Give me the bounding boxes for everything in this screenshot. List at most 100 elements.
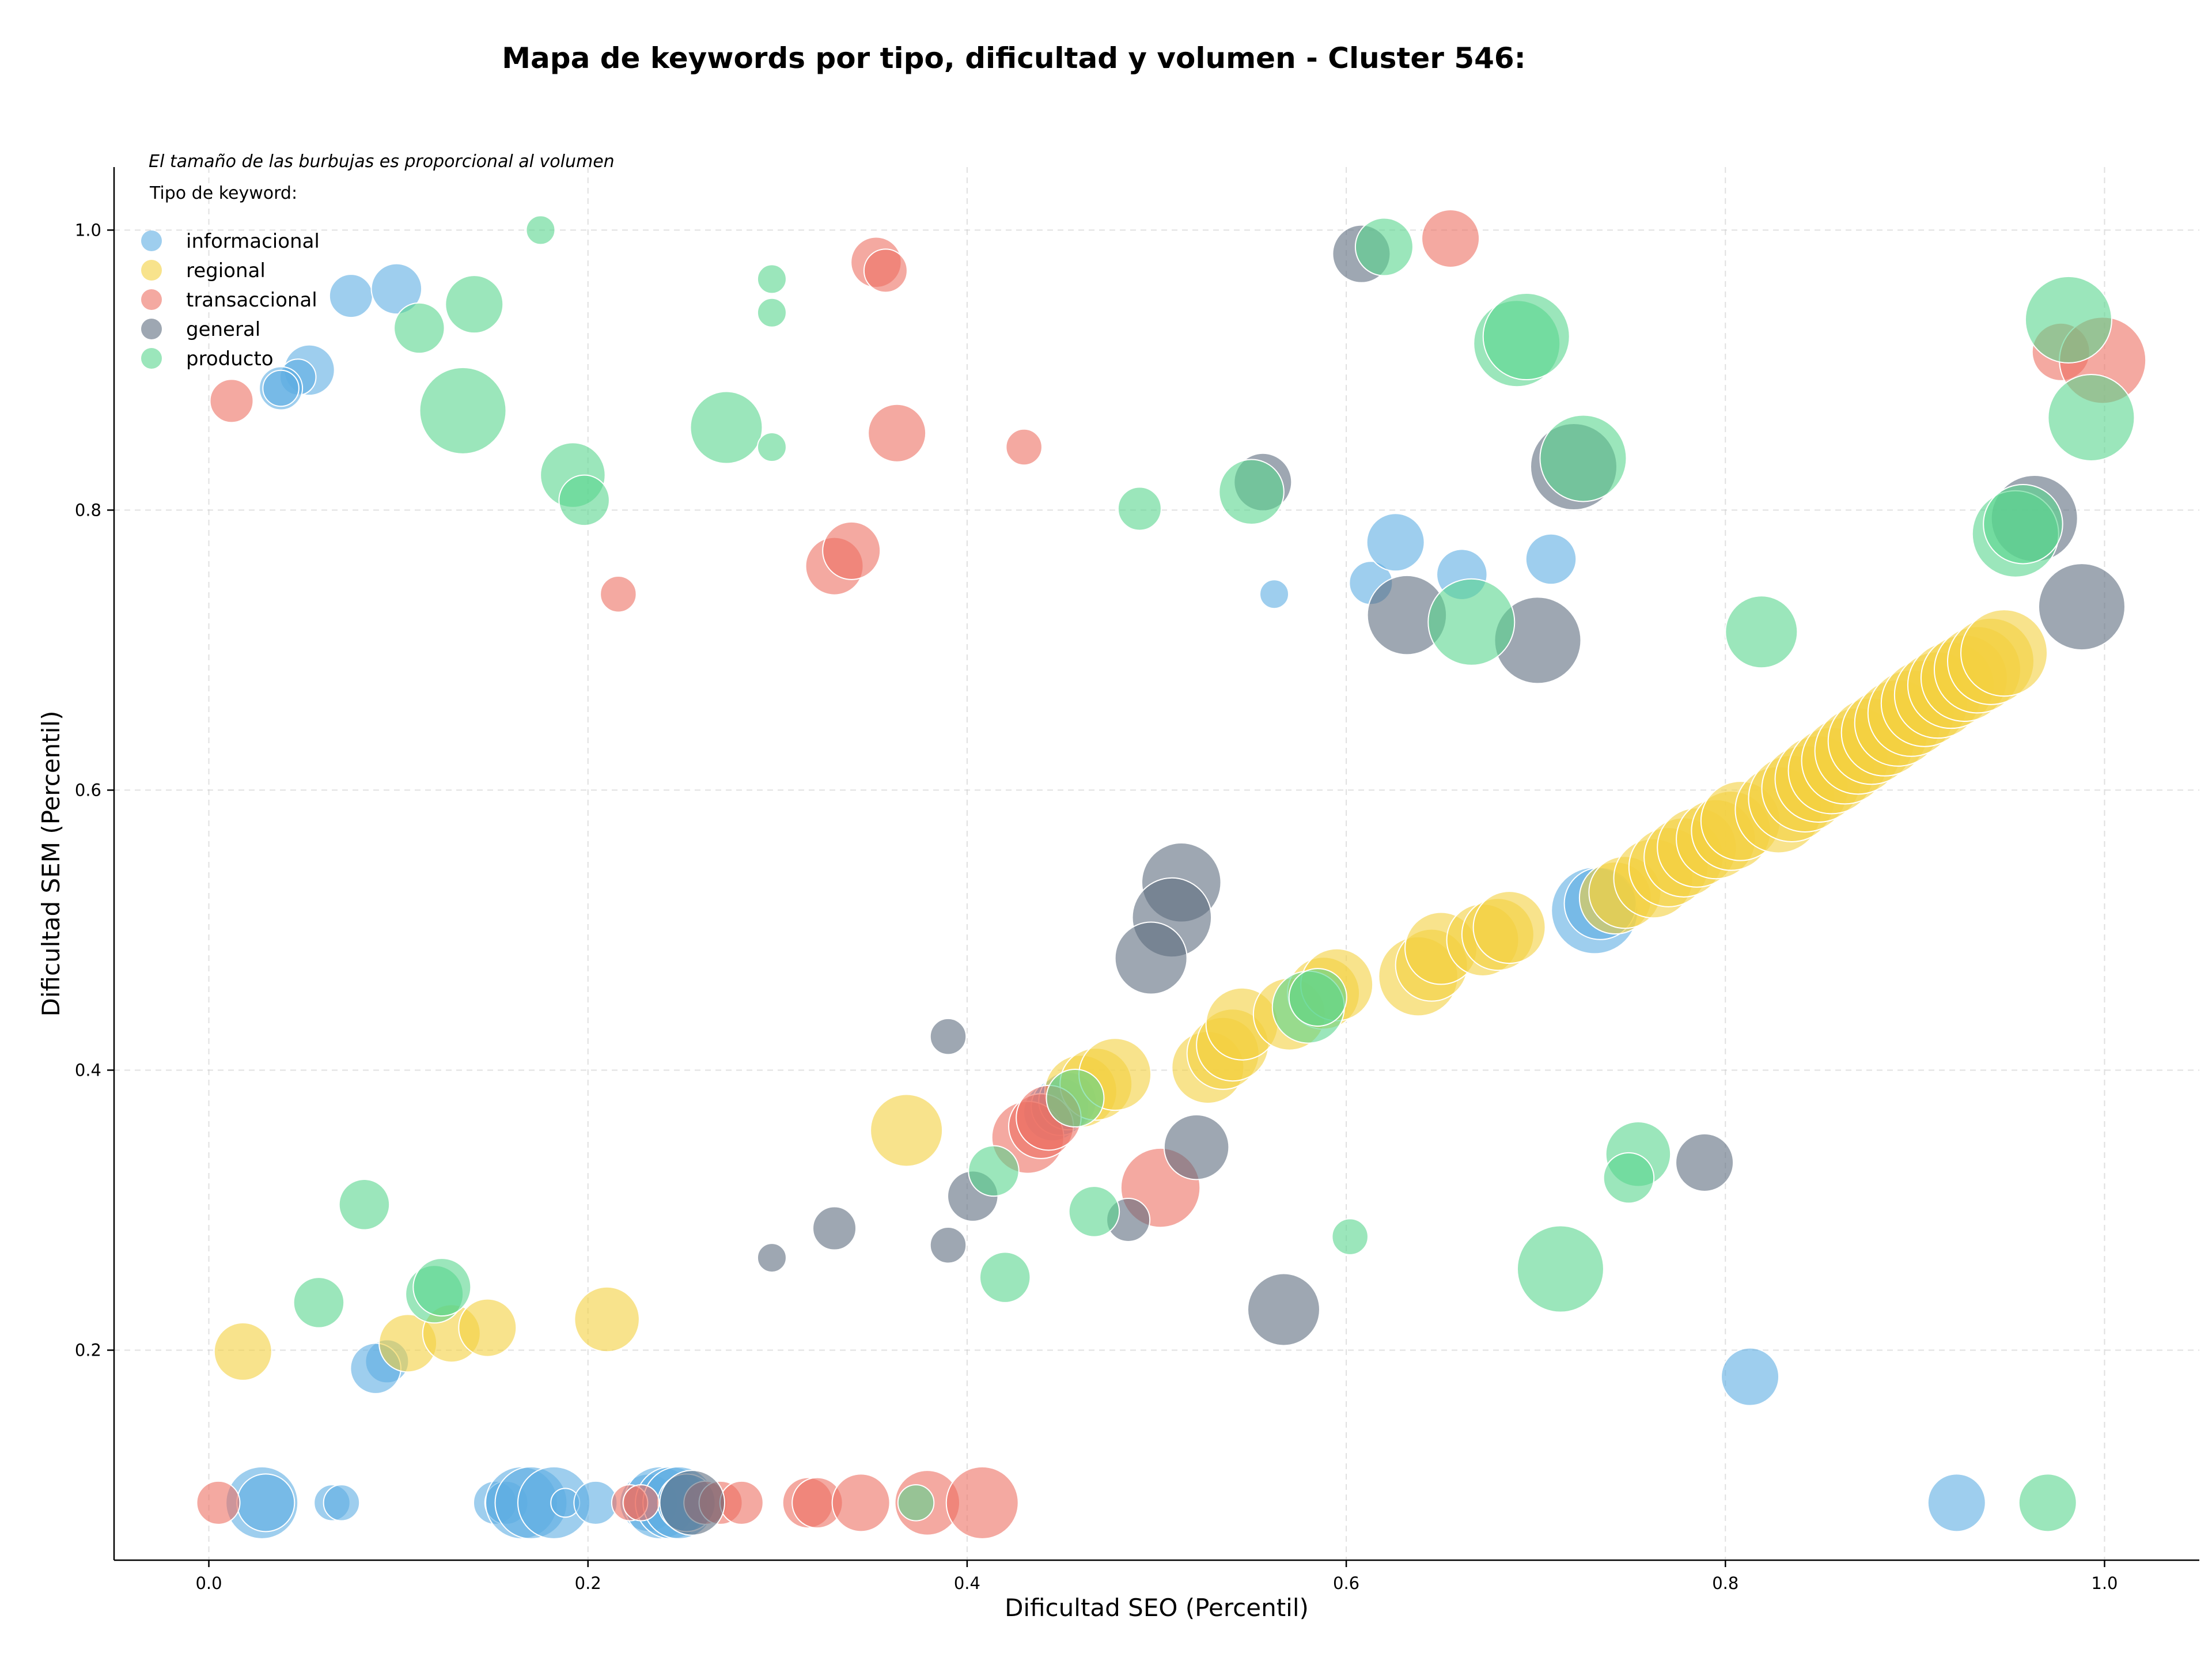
y-tick-label-1: 0.4 <box>75 1060 101 1080</box>
producto-bubble-3 <box>419 366 507 455</box>
y-tick-label-4: 1.0 <box>75 220 101 240</box>
legend-label-informacional: informacional <box>186 230 320 253</box>
legend-marker-transaccional <box>141 289 162 310</box>
producto-bubble-36 <box>897 1484 935 1522</box>
transaccional-bubble-25 <box>945 1466 1019 1539</box>
legend-marker-producto <box>141 348 162 369</box>
producto-bubble-11 <box>1218 459 1285 525</box>
producto-bubble-28 <box>1331 1218 1369 1255</box>
producto-bubble-17 <box>1725 595 1798 669</box>
general-bubble-18 <box>1675 1133 1734 1192</box>
legend-label-transaccional: transaccional <box>186 289 317 312</box>
producto-bubble-29 <box>1516 1225 1604 1313</box>
y-tick-label-3: 0.8 <box>75 500 101 520</box>
x-tick-label-3: 0.6 <box>1333 1573 1359 1593</box>
informacional-bubble-31 <box>1721 1347 1780 1406</box>
producto-bubble-25 <box>968 1145 1020 1197</box>
transaccional-bubble-8 <box>1421 209 1480 268</box>
producto-bubble-21 <box>2047 373 2135 461</box>
legend-title: Tipo de keyword: <box>149 183 297 203</box>
y-tick-label-0: 0.2 <box>75 1340 101 1360</box>
x-tick-label-2: 0.4 <box>954 1573 980 1593</box>
x-tick-label-4: 0.8 <box>1712 1573 1738 1593</box>
informacional-bubble-26 <box>1366 513 1425 572</box>
transaccional-bubble-1 <box>600 575 637 613</box>
x-tick-label-1: 0.2 <box>575 1573 601 1593</box>
regional-bubble-5 <box>870 1094 944 1167</box>
general-bubble-15 <box>929 1226 967 1264</box>
regional-bubble-21 <box>1472 891 1546 964</box>
transaccional-bubble-7 <box>1005 428 1043 466</box>
general-bubble-14 <box>756 1243 787 1273</box>
general-bubble-9 <box>1114 921 1188 995</box>
informacional-bubble-24 <box>1259 579 1290 610</box>
legend-marker-general <box>141 319 162 339</box>
producto-bubble-26 <box>979 1251 1031 1303</box>
general-bubble-10 <box>929 1017 967 1055</box>
producto-bubble-9 <box>756 432 787 463</box>
producto-bubble-10 <box>1117 486 1162 531</box>
producto-bubble-27 <box>1068 1186 1120 1238</box>
producto-bubble-0 <box>525 215 556 245</box>
producto-bubble-1 <box>445 275 504 334</box>
chart-title: Mapa de keywords por tipo, dificultad y … <box>502 41 1525 75</box>
producto-bubble-16 <box>1427 578 1516 666</box>
producto-bubble-33 <box>293 1277 345 1329</box>
producto-bubble-2 <box>393 302 445 354</box>
informacional-bubble-11 <box>323 1484 361 1522</box>
informacional-bubble-28 <box>1525 533 1577 585</box>
producto-bubble-5 <box>558 474 610 527</box>
legend-label-regional: regional <box>186 259 266 282</box>
bubble-size-note: El tamaño de las burbujas es proporciona… <box>149 152 615 172</box>
transaccional-bubble-0 <box>209 379 254 423</box>
axes <box>113 167 2199 1561</box>
general-bubble-19 <box>659 1470 725 1536</box>
producto-bubble-37 <box>2018 1473 2077 1533</box>
producto-bubble-32 <box>338 1178 391 1231</box>
general-bubble-17 <box>1247 1273 1320 1346</box>
transaccional-bubble-15 <box>196 1480 241 1525</box>
producto-bubble-8 <box>756 297 787 328</box>
informacional-bubble-5 <box>262 369 300 407</box>
regional-bubble-4 <box>574 1286 640 1353</box>
informacional-bubble-1 <box>370 263 423 315</box>
producto-bubble-19 <box>1983 483 2063 565</box>
legend-marker-informacional <box>141 230 162 251</box>
general-bubble-11 <box>1163 1114 1230 1181</box>
ticks: 0.0 0.2 0.4 0.6 0.8 1.0 0.2 0.4 0.6 0.8 1.0 <box>75 220 2118 1593</box>
producto-bubble-15 <box>1539 414 1627 502</box>
regional-bubble-48 <box>1960 609 2048 697</box>
legend-label-general: general <box>186 318 260 341</box>
general-bubble-13 <box>812 1206 857 1251</box>
informacional-bubble-0 <box>328 274 373 319</box>
informacional-bubble-9 <box>236 1473 296 1533</box>
transaccional-bubble-17 <box>622 1484 660 1522</box>
producto-bubble-31 <box>1603 1152 1655 1204</box>
informacional-bubble-18 <box>573 1480 618 1525</box>
bubbles <box>196 209 2147 1539</box>
legend-marker-regional <box>141 260 162 281</box>
transaccional-bubble-23 <box>831 1473 891 1533</box>
transaccional-bubble-20 <box>719 1480 764 1525</box>
producto-bubble-7 <box>756 264 787 294</box>
producto-bubble-24 <box>1046 1069 1105 1128</box>
producto-bubble-35 <box>412 1258 472 1317</box>
informacional-bubble-32 <box>1927 1473 1986 1533</box>
transaccional-bubble-3 <box>863 248 908 293</box>
general-bubble-4 <box>2037 563 2126 651</box>
y-tick-label-2: 0.6 <box>75 780 101 800</box>
producto-bubble-14 <box>1482 293 1570 381</box>
producto-bubble-12 <box>1354 217 1414 277</box>
x-axis-label: Dificultad SEO (Percentil) <box>1005 1594 1309 1622</box>
regional-bubble-3 <box>458 1298 517 1357</box>
y-axis-label: Dificultad SEM (Percentil) <box>37 711 65 1017</box>
x-tick-label-5: 1.0 <box>2091 1573 2118 1593</box>
transaccional-bubble-6 <box>822 521 881 580</box>
regional-bubble-0 <box>213 1322 272 1381</box>
legend-label-producto: producto <box>186 347 274 370</box>
producto-bubble-20 <box>2024 275 2112 364</box>
producto-bubble-23 <box>1288 968 1347 1027</box>
transaccional-bubble-4 <box>868 403 927 463</box>
x-tick-label-0: 0.0 <box>195 1573 222 1593</box>
